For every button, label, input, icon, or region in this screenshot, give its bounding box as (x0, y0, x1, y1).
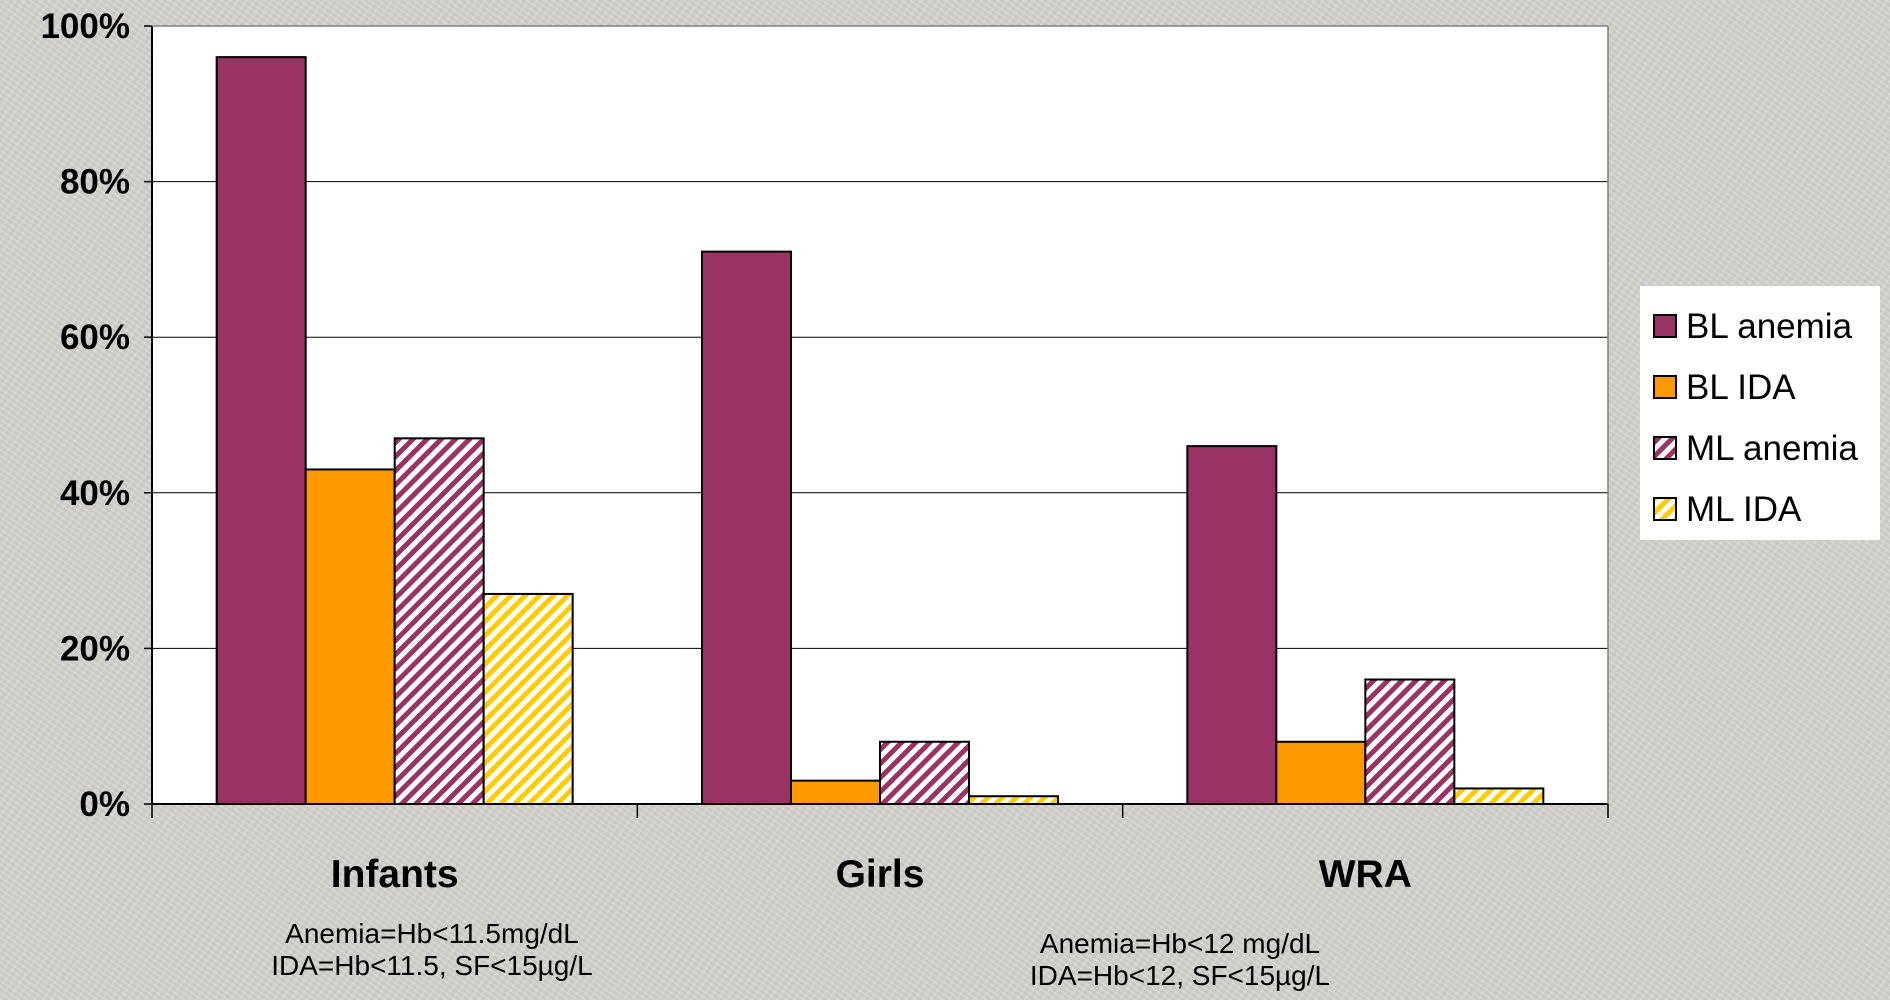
bar-ml-anemia-girls (879, 740, 970, 806)
y-tick-label: 100% (40, 7, 130, 46)
bar-bl-anemia-wra (1186, 445, 1278, 805)
infants-ida-definition: IDA=Hb<11.5, SF<15µg/L (271, 950, 593, 981)
infants-definition-note: Anemia=Hb<11.5mg/dL IDA=Hb<11.5, SF<15µg… (222, 918, 642, 982)
legend-label-ml-anemia: ML anemia (1686, 429, 1858, 468)
y-tick-label: 0% (79, 785, 130, 824)
x-category-label: WRA (1319, 853, 1412, 896)
legend: BL anemia BL IDA ML anemia ML IDA (1640, 286, 1880, 540)
y-tick-label: 20% (60, 629, 130, 668)
bar-ml-anemia-wra (1364, 678, 1456, 806)
legend-label-ml-ida: ML IDA (1686, 490, 1802, 529)
y-tick-label: 40% (60, 474, 130, 513)
x-category-label: Girls (836, 853, 925, 896)
girls-wra-definition-note: Anemia=Hb<12 mg/dL IDA=Hb<12, SF<15µg/L (970, 928, 1390, 992)
y-tick-label: 80% (60, 163, 130, 202)
legend-label-bl-ida: BL IDA (1686, 368, 1796, 407)
x-category-label: Infants (331, 853, 459, 896)
y-tick-label: 60% (60, 318, 130, 357)
legend-swatch-bl-anemia (1653, 314, 1677, 338)
girls-wra-anemia-definition: Anemia=Hb<12 mg/dL (1039, 928, 1321, 959)
bar-ml-anemia-infants (393, 437, 485, 805)
bar-ml-ida-girls (968, 795, 1059, 805)
legend-box (1640, 286, 1880, 540)
bar-ml-ida-infants (482, 592, 574, 805)
bar-ml-ida-wra (1453, 787, 1545, 806)
infants-anemia-definition: Anemia=Hb<11.5mg/dL (285, 918, 579, 949)
bar-bl-ida-infants (304, 468, 396, 805)
bar-bl-ida-girls (790, 779, 881, 805)
legend-swatch-ml-ida (1653, 497, 1677, 521)
legend-swatch-ml-anemia (1653, 436, 1677, 460)
legend-label-bl-anemia: BL anemia (1686, 307, 1853, 346)
girls-wra-ida-definition: IDA=Hb<12, SF<15µg/L (1029, 960, 1331, 991)
bar-bl-ida-wra (1275, 740, 1367, 806)
legend-swatch-bl-ida (1653, 375, 1677, 399)
bar-bl-anemia-girls (701, 250, 792, 805)
bar-bl-anemia-infants (215, 56, 307, 806)
